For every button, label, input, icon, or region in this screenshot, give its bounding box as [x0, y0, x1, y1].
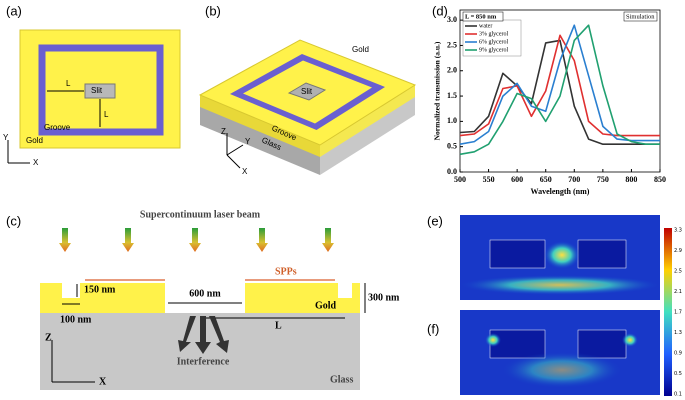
y-tick-label: 1.0 [447, 116, 457, 125]
y-tick-label: 2.0 [447, 66, 457, 75]
colorbar-ticks: 3.3 2.9 2.5 2.1 1.7 1.3 0.9 0.5 0.1 [674, 228, 682, 398]
gold-block [577, 239, 627, 269]
annotation-box [462, 11, 504, 22]
axis-label: X [33, 158, 39, 167]
colorbar [664, 228, 672, 396]
annotation-box [623, 11, 658, 22]
gold-left [40, 283, 165, 313]
y-tick-label: 3.0 [447, 15, 457, 24]
x-tick-label: 750 [597, 175, 609, 184]
x-tick-label: 500 [454, 175, 466, 184]
slit-label: Slit [91, 86, 103, 95]
gap-label: 600 nm [189, 288, 221, 299]
beam-label: Supercontinuum laser beam [140, 209, 261, 220]
annotation: L = 850 nm [465, 13, 497, 20]
y-tick-label: 0.5 [447, 142, 457, 151]
width-label: 100 nm [60, 314, 92, 325]
interference-label: Interference [177, 356, 230, 367]
panel-label: (c) [6, 213, 21, 228]
slit [287, 82, 327, 101]
x-tick-label: 700 [568, 175, 580, 184]
panel-f: (f) [427, 310, 660, 395]
colorbar-label: 0.9 [674, 351, 682, 357]
colorbar-label: 2.5 [674, 269, 682, 275]
axis-label: Y [3, 133, 9, 142]
x-tick-label: 800 [625, 175, 637, 184]
hot-spot [485, 333, 501, 347]
gold-label: Gold [315, 300, 337, 311]
annotation: Simulation [626, 13, 655, 20]
thickness-label: 300 nm [368, 292, 400, 303]
gold-side [200, 95, 320, 157]
y-tick-label: 1.5 [447, 91, 457, 100]
panel-label: (a) [6, 3, 22, 18]
colorbar-label: 1.3 [674, 330, 682, 336]
l-label: L [275, 320, 282, 331]
dim-label: L [66, 79, 71, 88]
chart: 500 550 600 650 700 750 800 850 0.0 0.5 1.0 1.5 2.0 2… [433, 9, 666, 196]
dim-label: L [104, 110, 109, 119]
y-axis-label: Normalized transmission (a.u.) [433, 41, 442, 140]
panel-c: (c) Supercontinuum laser beam 150 nm SPP… [6, 209, 400, 390]
groove-label: Groove [44, 123, 71, 132]
axis-label: Y [245, 137, 251, 146]
legend-label: 9% glycerol [479, 47, 508, 53]
axis-label: X [242, 167, 248, 176]
axis-label: Z [45, 332, 52, 343]
colorbar-label: 3.3 [674, 228, 682, 234]
interference-arrows [178, 316, 229, 354]
axis-label: Z [221, 127, 226, 136]
y-tick-label: 2.5 [447, 40, 457, 49]
series-line [459, 39, 660, 145]
colorbar-label: 0.1 [674, 392, 682, 398]
colorbar-label: 2.1 [674, 289, 682, 295]
x-tick-label: 650 [540, 175, 552, 184]
gold-block [577, 329, 627, 359]
legend-label: 3% glycerol [479, 31, 508, 37]
spps-label: SPPs [275, 266, 297, 277]
panel-label: (b) [205, 3, 221, 18]
axis [226, 154, 241, 169]
panel-b: (b) Slit Gold Groove Glass Z Y X [198, 3, 417, 176]
hot-spot [622, 333, 638, 347]
x-tick-label: 850 [654, 175, 666, 184]
slit [84, 83, 116, 99]
x-tick-label: 550 [483, 175, 495, 184]
legend-label: water [479, 23, 492, 29]
x-axis-label: Wavelength (nm) [531, 187, 590, 196]
legend-label: 6% glycerol [479, 39, 508, 45]
colorbar-label: 1.7 [674, 310, 682, 316]
gold-right [245, 283, 360, 313]
axis-label: X [99, 376, 107, 387]
gold-label: Gold [352, 45, 369, 54]
panel-a: (a) Slit L L Groove Gold Y X [3, 3, 181, 167]
series-line [459, 24, 660, 156]
gold-side [320, 85, 415, 157]
groove [38, 44, 164, 136]
series-line [459, 24, 660, 145]
panel-label: (d) [432, 3, 448, 18]
x-tick-label: 600 [511, 175, 523, 184]
laser-arrows [59, 228, 334, 252]
gold-label: Gold [26, 136, 43, 145]
colorbar-label: 2.9 [674, 248, 682, 254]
series-line [459, 34, 660, 137]
colorbar-label: 0.5 [674, 371, 682, 377]
slit-label: Slit [301, 87, 313, 96]
hot-spot [544, 241, 580, 269]
panel-label: (e) [427, 213, 443, 228]
axis [226, 144, 244, 156]
panel-e: (e) [427, 213, 660, 300]
glass-label: Glass [330, 374, 353, 385]
hot-band [460, 275, 660, 295]
y-tick-label: 0.0 [447, 167, 457, 176]
panel-label: (f) [427, 321, 439, 336]
hot-band [502, 352, 622, 388]
gold-block [489, 239, 546, 269]
depth-label: 150 nm [84, 284, 116, 295]
